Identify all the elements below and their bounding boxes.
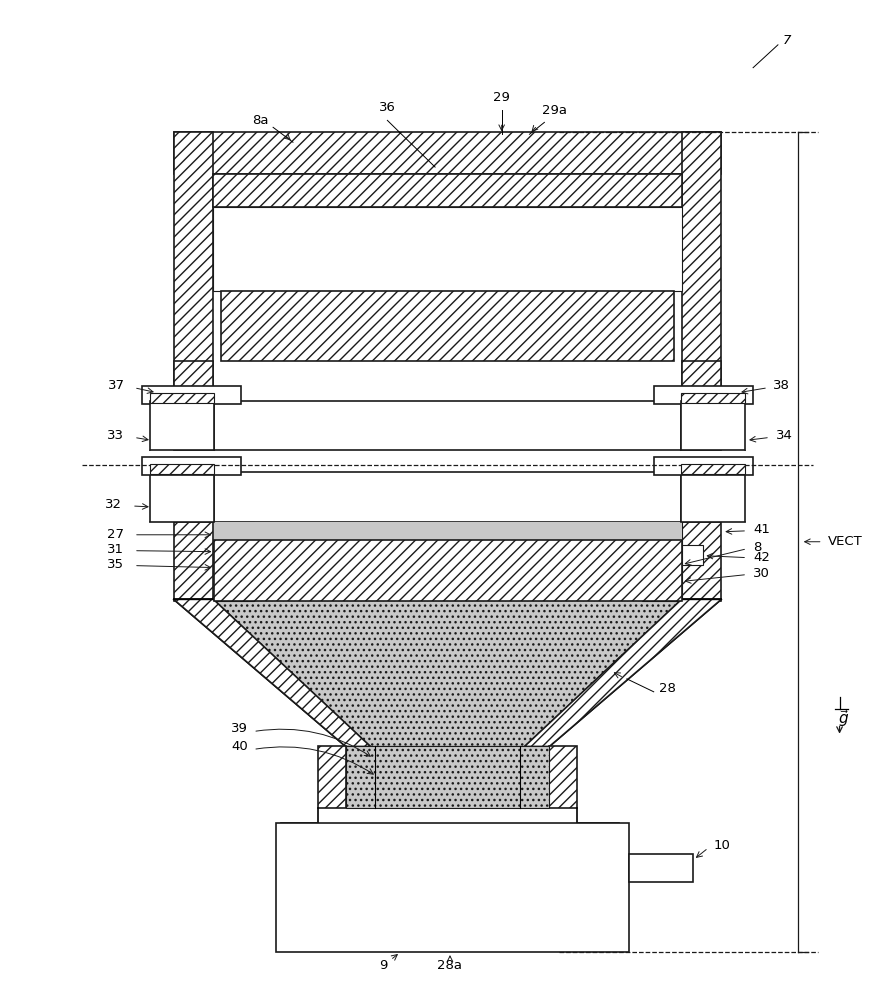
Text: 41: 41 xyxy=(752,523,769,536)
Text: 7: 7 xyxy=(782,34,790,47)
Bar xyxy=(679,393,745,403)
Bar xyxy=(549,746,577,808)
Bar xyxy=(653,386,752,404)
Text: 9: 9 xyxy=(379,959,387,972)
Bar xyxy=(173,361,214,391)
Bar xyxy=(275,823,628,952)
Text: 8: 8 xyxy=(752,541,761,554)
Text: 39: 39 xyxy=(232,722,248,735)
Bar xyxy=(149,393,215,403)
Text: 32: 32 xyxy=(105,498,122,511)
Text: 37: 37 xyxy=(108,379,125,392)
Bar xyxy=(345,746,549,808)
Text: 35: 35 xyxy=(107,558,124,571)
Polygon shape xyxy=(524,599,721,746)
Text: 8a: 8a xyxy=(252,114,269,127)
Text: 34: 34 xyxy=(775,429,792,442)
Bar xyxy=(142,386,241,404)
Text: 31: 31 xyxy=(107,543,124,556)
Bar xyxy=(149,472,215,522)
Bar xyxy=(628,854,693,882)
Polygon shape xyxy=(214,599,680,746)
Bar xyxy=(215,540,680,601)
Bar xyxy=(214,207,680,291)
Bar xyxy=(679,464,745,474)
Bar xyxy=(680,545,703,565)
Text: 27: 27 xyxy=(107,528,124,541)
Text: VECT: VECT xyxy=(827,535,862,548)
Bar xyxy=(215,522,254,601)
Bar xyxy=(653,457,752,475)
Bar xyxy=(214,174,680,207)
Bar xyxy=(215,472,679,522)
Text: 30: 30 xyxy=(752,567,769,580)
Text: 38: 38 xyxy=(772,379,789,392)
Bar xyxy=(173,132,721,174)
Bar xyxy=(149,464,215,474)
Bar xyxy=(679,472,745,522)
Bar xyxy=(149,401,215,450)
Text: 28: 28 xyxy=(658,682,675,695)
Bar xyxy=(142,457,241,475)
Bar xyxy=(173,522,214,601)
Bar xyxy=(215,401,679,450)
Bar xyxy=(679,401,745,450)
Text: 33: 33 xyxy=(107,429,124,442)
Bar xyxy=(317,746,345,808)
Bar xyxy=(680,132,721,450)
Bar xyxy=(221,291,673,361)
Text: 40: 40 xyxy=(232,740,248,753)
Text: 42: 42 xyxy=(752,551,769,564)
Bar xyxy=(680,522,721,601)
Bar xyxy=(215,522,680,540)
Text: 36: 36 xyxy=(378,101,395,114)
Text: 29: 29 xyxy=(493,91,510,104)
Bar xyxy=(680,361,721,391)
Text: $\vec{g}$: $\vec{g}$ xyxy=(837,708,848,729)
Text: 28a: 28a xyxy=(437,959,462,972)
Text: 29a: 29a xyxy=(541,104,566,117)
Bar xyxy=(641,522,680,601)
Text: 10: 10 xyxy=(713,839,730,852)
Bar xyxy=(173,132,214,450)
Polygon shape xyxy=(173,599,370,746)
